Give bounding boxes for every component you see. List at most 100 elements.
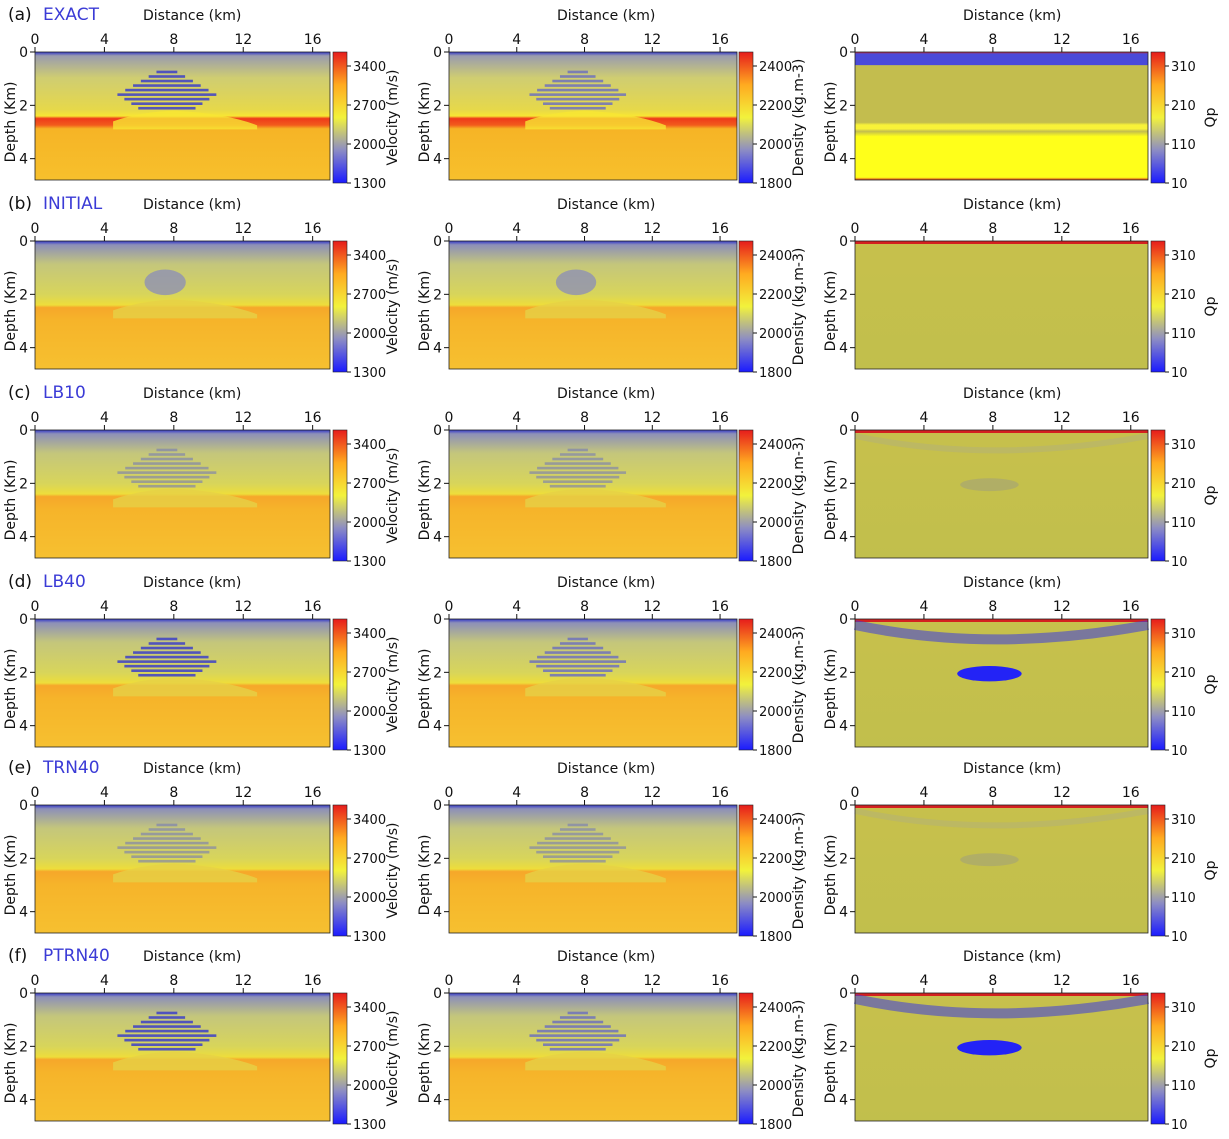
x-tick-label: 8 (988, 973, 997, 989)
y-tick-label: 0 (839, 798, 848, 814)
y-tick-label: 4 (19, 530, 28, 546)
y-tick-label: 2 (839, 851, 848, 867)
colorbar-tick-label: 1800 (759, 555, 792, 570)
colorbar (332, 804, 348, 937)
colorbar-title: Density (kg.m-3) (791, 437, 807, 555)
y-axis-title: Depth (Km) (823, 460, 839, 541)
x-axis-title: Distance (km) (143, 949, 241, 965)
colorbar-tick-label: 3400 (353, 627, 386, 642)
x-tick-label: 8 (169, 785, 178, 801)
thin-layer-lens (537, 655, 619, 659)
y-tick-label: 4 (839, 341, 848, 357)
thin-layer-lens (133, 84, 201, 87)
y-tick-label: 0 (433, 423, 442, 439)
thin-layer-lens (544, 837, 611, 840)
colorbar (738, 51, 754, 184)
thin-layer-lens (536, 97, 620, 101)
y-tick-label: 2 (19, 665, 28, 681)
x-tick-label: 0 (31, 599, 40, 615)
colorbar-tick-label: 2200 (759, 666, 792, 681)
colorbar-tick-label: 2700 (353, 852, 386, 867)
colorbar-title: Velocity (m/s) (385, 637, 401, 733)
y-tick-label: 2 (433, 98, 442, 114)
thin-layer-lens (117, 1034, 217, 1037)
x-tick-label: 0 (31, 221, 40, 237)
x-tick-label: 16 (1122, 221, 1140, 237)
x-tick-label: 4 (919, 410, 928, 426)
y-axis-title: Depth (Km) (823, 649, 839, 730)
thin-layer-lens (148, 828, 186, 831)
thin-layer-lens (549, 673, 606, 677)
thin-layer-lens (552, 832, 604, 836)
colorbar-tick-label: 2700 (353, 666, 386, 681)
thin-layer-lens (133, 837, 201, 840)
row-name: PTRN40 (43, 946, 110, 966)
colorbar-tick-label: 2400 (759, 438, 792, 453)
thin-layer-lens (125, 88, 209, 92)
thin-layer-lens (156, 1011, 178, 1015)
x-tick-label: 4 (100, 32, 109, 48)
thin-layer-lens (156, 637, 178, 641)
row-label-exact: (a) EXACT (8, 5, 100, 25)
colorbar-tick-label: 2700 (353, 99, 386, 114)
panel-initial-qp (854, 240, 1149, 370)
colorbar-tick-label: 2200 (759, 1040, 792, 1055)
row-name: EXACT (43, 5, 100, 25)
y-axis-title: Depth (Km) (3, 835, 19, 916)
x-tick-label: 8 (169, 221, 178, 237)
thin-layer-lens (133, 462, 201, 465)
x-tick-label: 0 (445, 32, 454, 48)
thin-layer-lens (117, 846, 217, 849)
low-qp-anomaly (957, 1039, 1022, 1056)
colorbar-tick-label: 3400 (353, 438, 386, 453)
thin-layer-lens (125, 841, 209, 845)
y-tick-label: 0 (19, 798, 28, 814)
thin-layer-lens (537, 466, 619, 470)
anticline-structure (525, 299, 666, 319)
panel-frame (448, 51, 738, 181)
thin-layer-lens (529, 1034, 627, 1037)
y-tick-label: 0 (433, 986, 442, 1002)
x-tick-label: 12 (643, 221, 661, 237)
thin-layer-lens (140, 832, 193, 836)
thin-layer-lens (552, 79, 604, 83)
x-tick-label: 16 (711, 599, 729, 615)
x-tick-label: 4 (100, 599, 109, 615)
x-tick-label: 0 (445, 410, 454, 426)
x-tick-label: 4 (100, 410, 109, 426)
x-tick-label: 12 (234, 599, 252, 615)
colorbar-tick-label: 2000 (353, 516, 386, 531)
x-tick-label: 12 (234, 32, 252, 48)
thin-layer-lens (543, 102, 613, 105)
panel-exact-density (448, 51, 738, 181)
x-axis-title: Distance (km) (963, 949, 1061, 965)
colorbar-tick-label: 110 (1171, 891, 1196, 906)
panel-frame (448, 618, 738, 748)
panel-initial-velocity (34, 240, 331, 370)
y-tick-label: 2 (839, 98, 848, 114)
panel-lb40-velocity (34, 618, 331, 748)
x-tick-label: 4 (919, 785, 928, 801)
y-tick-label: 2 (19, 1039, 28, 1055)
colorbar-tick-label: 210 (1171, 288, 1196, 303)
qp-top-band (855, 619, 1148, 622)
panel-frame (448, 240, 738, 370)
thin-layer-lens (125, 466, 209, 470)
low-velocity-anomaly (144, 269, 186, 296)
colorbar (738, 992, 754, 1125)
x-tick-label: 8 (169, 973, 178, 989)
x-tick-label: 16 (711, 410, 729, 426)
panel-lb10-qp (854, 429, 1149, 559)
thin-layer-lens (536, 850, 620, 854)
thin-layer-lens (549, 484, 606, 488)
y-tick-label: 2 (433, 476, 442, 492)
colorbar-tick-label: 2000 (759, 138, 792, 153)
row-letter: (c) (8, 383, 31, 403)
thin-layer-lens (125, 1029, 209, 1033)
colorbar (1150, 51, 1166, 184)
x-tick-label: 4 (100, 221, 109, 237)
colorbar-tick-label: 2400 (759, 249, 792, 264)
thin-layer-lens (124, 1038, 210, 1042)
colorbar (332, 429, 348, 562)
colorbar (332, 51, 348, 184)
